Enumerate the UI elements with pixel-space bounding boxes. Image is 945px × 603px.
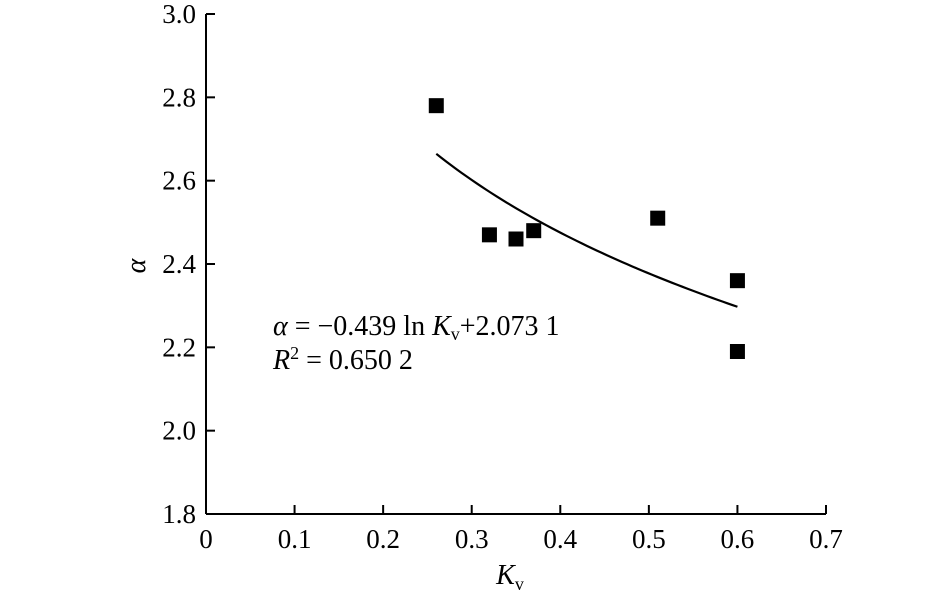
- data-point: [650, 210, 666, 226]
- x-tick-label: 0.5: [632, 524, 666, 554]
- x-tick-label: 0.2: [366, 524, 400, 554]
- r-squared: R2 = 0.650 2: [273, 343, 413, 376]
- x-tick-label: 0.3: [455, 524, 489, 554]
- data-point: [526, 223, 542, 239]
- y-tick-label: 2.4: [162, 249, 196, 279]
- x-tick-label: 0.7: [809, 524, 843, 554]
- y-tick-label: 2.2: [162, 332, 196, 362]
- y-tick-label: 2.0: [162, 416, 196, 446]
- y-tick-label: 2.6: [162, 166, 196, 196]
- y-tick-label: 2.8: [162, 82, 196, 112]
- fit-curve: [435, 152, 738, 308]
- x-tick-label: 0.1: [278, 524, 312, 554]
- x-ticks: 0 0.1 0.2 0.3 0.4 0.5 0.6 0.7: [199, 505, 843, 554]
- y-tick-label: 3.0: [162, 0, 196, 29]
- data-point: [508, 231, 524, 247]
- data-point: [481, 227, 497, 243]
- regression-equation: α = −0.439 ln Kv+2.073 1: [273, 311, 560, 344]
- data-point: [428, 98, 444, 114]
- x-tick-label: 0.6: [721, 524, 755, 554]
- y-ticks: 1.8 2.0 2.2 2.4 2.6 2.8 3.0: [162, 0, 215, 529]
- data-points: [428, 98, 745, 359]
- data-point: [729, 344, 745, 359]
- y-axis-title: α: [121, 257, 152, 273]
- y-tick-label: 1.8: [162, 499, 196, 529]
- regression-annotation: α = −0.439 ln Kv+2.073 1 R2 = 0.650 2: [273, 310, 560, 378]
- data-point: [729, 273, 745, 289]
- x-tick-label: 0: [199, 524, 213, 554]
- axes: [205, 14, 826, 515]
- x-axis-title: Kv: [495, 560, 524, 594]
- x-tick-label: 0.4: [543, 524, 577, 554]
